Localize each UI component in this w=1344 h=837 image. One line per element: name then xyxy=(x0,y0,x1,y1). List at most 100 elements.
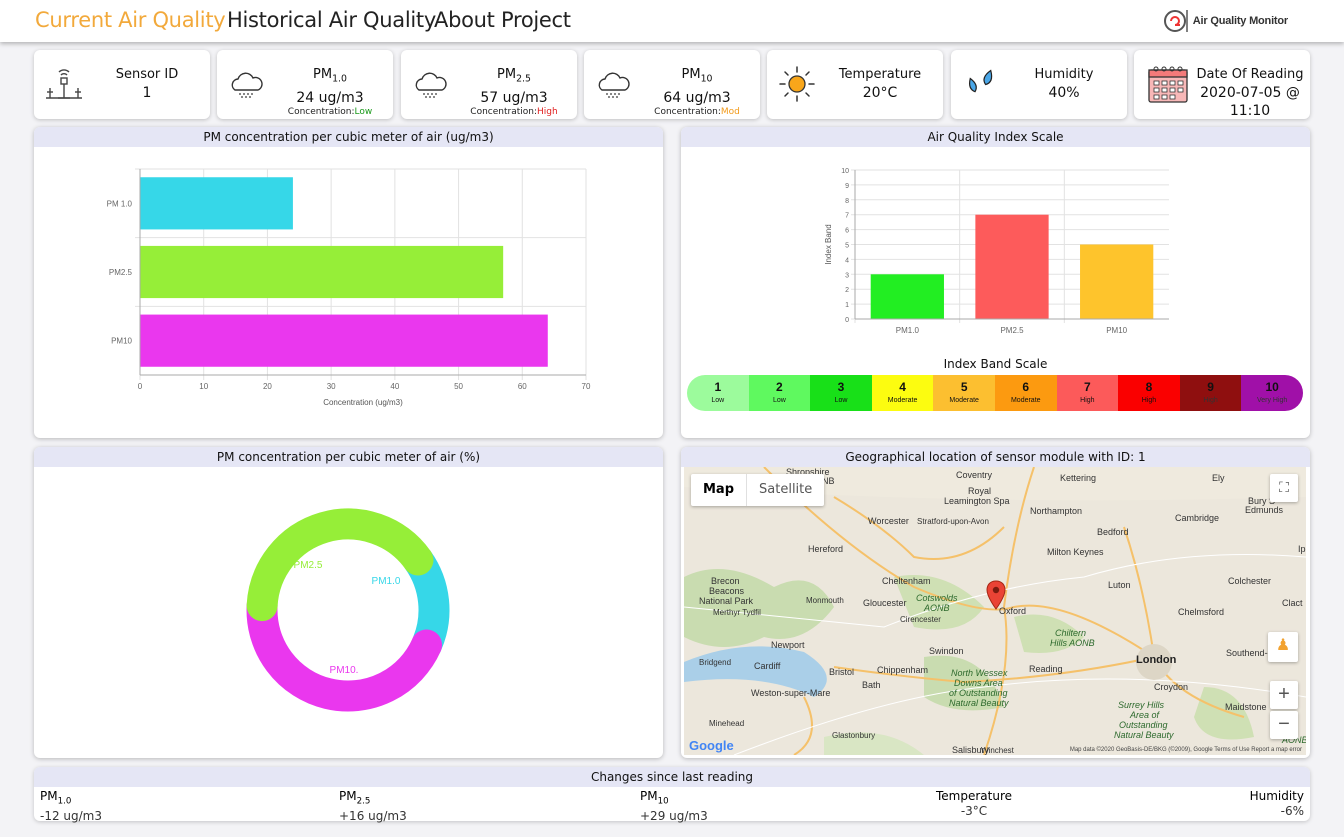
band-cell-3: 3 Low xyxy=(810,375,872,411)
map-label: Cardiff xyxy=(754,661,781,671)
map-label: North Wessex xyxy=(951,668,1008,678)
band-label: Low xyxy=(711,397,725,404)
nav-current-air-quality[interactable]: Current Air Quality xyxy=(35,8,226,32)
sensor-tower-icon xyxy=(46,69,82,99)
card-temperature: Temperature 20°C xyxy=(767,50,943,119)
cloud-icon xyxy=(415,72,447,98)
zoom-out-icon[interactable]: − xyxy=(1270,711,1298,739)
sensor-id-value: 1 xyxy=(142,85,152,101)
index-band-scale: 1 Low 2 Low 3 Low 4 Moderate 5 Moderate 6 Moderate 7… xyxy=(687,375,1303,411)
band-number: 5 xyxy=(960,380,968,394)
map-label: Merthyr Tydfil xyxy=(713,608,761,617)
pm10-label: PM xyxy=(681,67,701,82)
nav-historical-air-quality[interactable]: Historical Air Quality xyxy=(227,8,436,32)
map-label: National Park xyxy=(699,596,754,606)
y-tick-label: 7 xyxy=(845,213,849,220)
map-label: Beacons xyxy=(709,586,745,596)
water-drops-icon xyxy=(969,69,993,93)
map-label: Leamington Spa xyxy=(944,496,1010,506)
band-number: 4 xyxy=(899,380,906,394)
map-label: Hereford xyxy=(808,544,844,554)
x-tick-label: 50 xyxy=(454,382,463,391)
change-pm25-label-sub: 2.5 xyxy=(356,796,371,807)
map-label: Brecon xyxy=(711,576,740,586)
sensor-location-map-panel: Geographical location of sensor module w… xyxy=(681,447,1310,758)
air-quality-index-panel: Air Quality Index Scale 0 1 2 3 4 5 6 7 8 9 10 PM1.… xyxy=(681,127,1310,438)
fullscreen-icon[interactable]: ⛶ xyxy=(1270,474,1298,502)
nav-about-project[interactable]: About Project xyxy=(434,8,571,32)
pm25-conc-value: High xyxy=(537,106,558,117)
map-marker-icon[interactable] xyxy=(985,580,1007,610)
cloud-icon xyxy=(231,72,263,98)
map-label: AONB xyxy=(924,603,950,613)
air-quality-logo-icon xyxy=(1163,10,1188,32)
band-number: 3 xyxy=(837,380,845,394)
map-label: Cambridge xyxy=(1175,513,1220,523)
y-tick-label: 5 xyxy=(845,243,849,250)
zoom-in-icon[interactable]: + xyxy=(1270,681,1298,709)
brand-logo[interactable]: Air Quality Monitor xyxy=(1163,8,1288,34)
map-title: Geographical location of sensor module w… xyxy=(681,447,1310,467)
map-label: London xyxy=(1136,654,1177,666)
sensor-id-label: Sensor ID xyxy=(115,67,179,82)
map-attribution[interactable]: Map data ©2020 GeoBasis-DE/BKG (©2009), … xyxy=(1069,747,1302,753)
pm10-conc-value: Mod xyxy=(720,106,740,117)
band-label: Low xyxy=(772,397,786,404)
change-humidity-value: -6% xyxy=(1280,804,1304,818)
humidity-label: Humidity xyxy=(1034,67,1094,82)
change-pm1-label-sub: 1.0 xyxy=(57,796,72,807)
band-number: 6 xyxy=(1022,380,1030,394)
bar-pm10 xyxy=(140,177,293,230)
x-tick-label: 40 xyxy=(390,382,399,391)
map-canvas[interactable]: Shropshire AONB Coventry Kettering Ely R… xyxy=(684,467,1306,755)
map-label: Weston-super-Mare xyxy=(751,688,831,698)
card-humidity: Humidity 40% xyxy=(951,50,1127,119)
map-label: Salisbury xyxy=(952,745,990,755)
map-label: Surrey Hills xyxy=(1118,700,1165,710)
card-pm25: PM2.5 57 ug/m3 Concentration:High xyxy=(401,50,577,119)
map-label: Bath xyxy=(862,680,881,690)
street-view-pegman-icon[interactable]: ♟ xyxy=(1268,632,1298,662)
band-number: 2 xyxy=(776,380,783,394)
band-label: Moderate xyxy=(887,397,918,404)
map-label: Winchest xyxy=(981,746,1014,755)
change-temperature-label: Temperature xyxy=(935,789,1012,803)
map-label: Natural Beauty xyxy=(949,698,1009,708)
band-label: High xyxy=(1141,397,1157,404)
band-number: 7 xyxy=(1084,380,1091,394)
y-tick-label: 4 xyxy=(845,257,849,264)
pm1-label-sub: 1.0 xyxy=(332,73,347,85)
map-label: AONB xyxy=(1282,735,1306,745)
map-label: Oxford xyxy=(999,606,1027,616)
sun-icon xyxy=(779,66,815,102)
y-tick-label: 10 xyxy=(841,168,849,175)
map-label: Minehead xyxy=(709,719,745,728)
band-cell-4: 4 Moderate xyxy=(871,375,934,411)
pm-concentration-bar-chart: 0 10 20 30 40 50 60 70 PM 1.0 PM2.5 PM10 Concentrat… xyxy=(107,168,591,407)
band-label: Moderate xyxy=(949,397,979,404)
donut-label: PM2.5 xyxy=(294,560,323,571)
map-label: Stratford-upon-Avon xyxy=(917,517,989,526)
change-pm1-value: -12 ug/m3 xyxy=(40,809,103,824)
map-label: Cirencester xyxy=(900,615,941,624)
map-type-toggle: Map Satellite xyxy=(691,474,825,506)
map-label: Croydon xyxy=(1154,682,1189,692)
map-label: Gloucester xyxy=(863,598,907,608)
y-tick-label: 8 xyxy=(845,198,849,205)
change-humidity-label: Humidity xyxy=(1249,789,1304,803)
x-tick-label: 0 xyxy=(138,382,143,391)
pm1-value: 24 ug/m3 xyxy=(296,89,364,106)
map-label: Bedford xyxy=(1097,527,1129,537)
change-pm10-value: +29 ug/m3 xyxy=(640,809,708,824)
map-view-button[interactable]: Map xyxy=(703,482,735,497)
band-cell-8: 8 High xyxy=(1118,375,1180,411)
map-label: of Outstanding xyxy=(949,688,1008,698)
bar-chart-title: PM concentration per cubic meter of air … xyxy=(34,127,663,147)
map-label: Ely xyxy=(1212,473,1225,483)
change-pm1-label: PM xyxy=(40,789,58,803)
band-cell-7: 7 High xyxy=(1056,375,1119,411)
map-label: Bridgend xyxy=(699,658,732,667)
satellite-view-button[interactable]: Satellite xyxy=(746,474,824,506)
temperature-label: Temperature xyxy=(838,67,922,82)
map-label: Outstanding xyxy=(1119,720,1168,730)
